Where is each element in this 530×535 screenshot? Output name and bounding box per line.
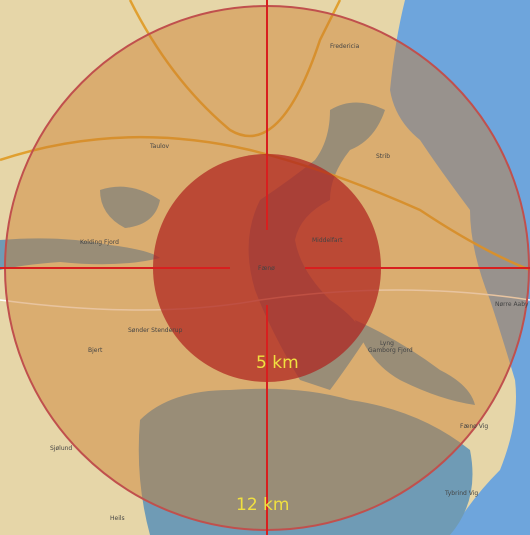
road xyxy=(128,0,342,138)
inner-radius-label: 5 km xyxy=(256,353,299,373)
place-label: Middelfart xyxy=(312,237,343,244)
sea-east xyxy=(390,0,530,535)
inner-radius-zone xyxy=(153,154,381,382)
place-label: Strib xyxy=(376,153,390,160)
place-label: Nørre Aaby xyxy=(495,301,529,308)
place-label: Sjølund xyxy=(50,445,72,452)
place-label: Taulov xyxy=(149,143,169,150)
kolding-fjord xyxy=(0,238,160,270)
place-label: Gamborg Fjord xyxy=(368,347,413,354)
place-label: Bjert xyxy=(88,347,103,354)
outer-radius-label: 12 km xyxy=(236,495,289,515)
bay-south xyxy=(138,388,473,535)
place-label: Fænø Vig xyxy=(460,423,488,430)
place-label: Fredericia xyxy=(330,43,360,50)
place-label: Sønder Stenderup xyxy=(128,327,183,334)
gamborg-fjord xyxy=(355,320,475,405)
place-label: Fænø xyxy=(258,265,275,272)
place-label: Lyng xyxy=(380,340,394,347)
place-label: Heils xyxy=(110,515,125,522)
place-label: Kolding Fjord xyxy=(80,239,119,246)
place-label: Tybrind Vig xyxy=(444,490,478,497)
lake xyxy=(100,186,160,228)
place-labels: Fredericia Middelfart Taulov Strib Kolding F… xyxy=(50,43,529,522)
